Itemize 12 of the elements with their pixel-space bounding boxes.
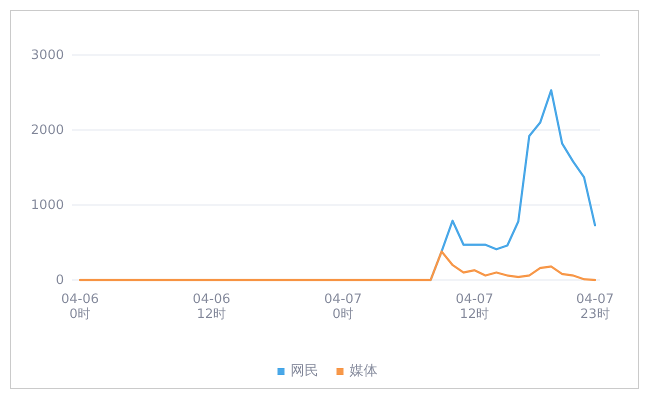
y-tick-label: 1000 <box>30 198 64 213</box>
x-tick-label: 04-06 12时 <box>192 292 230 322</box>
y-tick-label: 0 <box>56 273 64 288</box>
x-tick-label: 04-07 23时 <box>576 292 614 322</box>
line-series <box>78 250 596 282</box>
y-tick-label: 3000 <box>30 48 64 63</box>
y-tick-label: 2000 <box>30 123 64 138</box>
x-tick-label: 04-07 0时 <box>324 292 362 322</box>
x-tick-label: 04-07 12时 <box>456 292 494 322</box>
x-tick-label: 04-06 0时 <box>61 292 99 322</box>
legend-label: 媒体 <box>350 363 378 379</box>
legend-label: 网民 <box>290 363 318 379</box>
